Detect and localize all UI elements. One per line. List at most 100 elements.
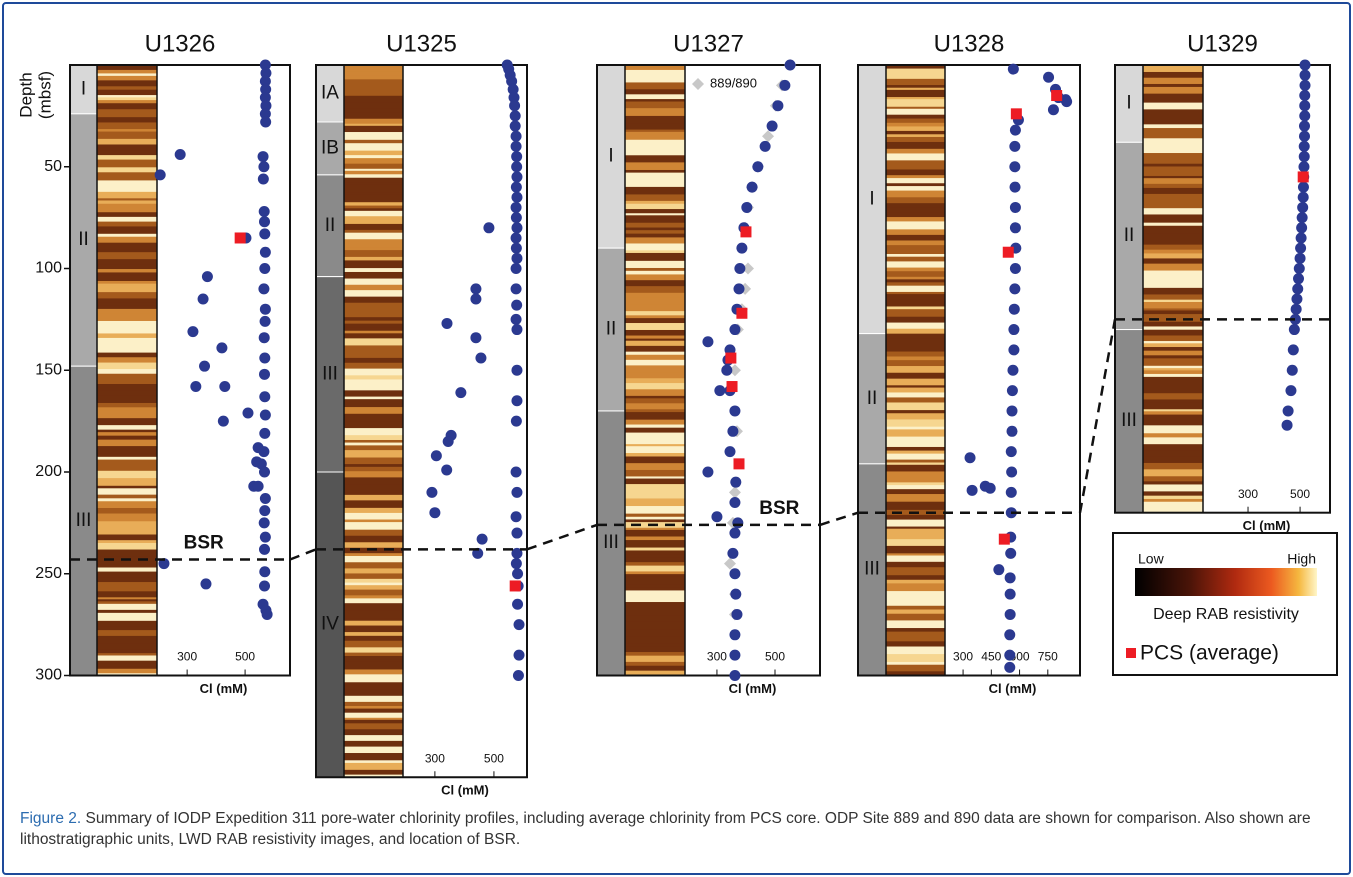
resistivity-band — [97, 436, 157, 440]
resistivity-band — [886, 309, 945, 317]
resistivity-band — [1143, 284, 1203, 288]
resistivity-band — [886, 437, 945, 443]
resistivity-band — [1143, 343, 1203, 347]
resistivity-band — [886, 323, 945, 330]
cl-point — [772, 100, 783, 111]
resistivity-band — [625, 420, 685, 425]
resistivity-band — [886, 392, 945, 397]
resistivity-band — [625, 209, 685, 214]
resistivity-band — [625, 562, 685, 566]
resistivity-band — [97, 338, 157, 345]
cl-point — [511, 141, 522, 152]
cl-point — [1285, 385, 1296, 396]
caption-text: Summary of IODP Expedition 311 pore-wate… — [20, 810, 1311, 848]
resistivity-band — [97, 150, 157, 155]
resistivity-band — [1143, 178, 1203, 184]
resistivity-band — [97, 550, 157, 558]
resistivity-band — [625, 588, 685, 591]
resistivity-band — [625, 365, 685, 372]
x-tick-label: 500 — [765, 650, 785, 664]
plot-area — [1203, 65, 1330, 513]
resistivity-band — [625, 253, 685, 261]
resistivity-band — [625, 82, 685, 89]
resistivity-band — [1143, 253, 1203, 258]
cl-point — [443, 436, 454, 447]
resistivity-band — [344, 250, 403, 257]
resistivity-band — [625, 378, 685, 383]
resistivity-band — [886, 360, 945, 364]
resistivity-band — [1143, 399, 1203, 403]
litho-unit-label: I — [1126, 93, 1131, 114]
cl-point — [260, 247, 271, 258]
resistivity-band — [1143, 469, 1203, 476]
resistivity-band — [625, 280, 685, 286]
resistivity-band — [886, 178, 945, 184]
resistivity-band — [625, 557, 685, 563]
resistivity-band — [886, 334, 945, 339]
cl-point — [1008, 344, 1019, 355]
resistivity-band — [97, 132, 157, 140]
resistivity-band — [886, 388, 945, 393]
cl-point — [1298, 192, 1309, 203]
x-tick-label: 500 — [484, 751, 504, 765]
x-tick-label: 300 — [425, 751, 445, 765]
resistivity-band — [1143, 380, 1203, 386]
resistivity-band — [625, 223, 685, 228]
resistivity-band — [344, 126, 403, 133]
resistivity-band — [97, 466, 157, 471]
resistivity-band — [97, 663, 157, 666]
y-axis-label: Depth — [16, 72, 35, 117]
resistivity-band — [625, 590, 685, 594]
resistivity-band — [625, 183, 685, 187]
resistivity-band — [886, 478, 945, 483]
resistivity-band — [625, 179, 685, 184]
resistivity-band — [97, 582, 157, 586]
cl-point — [734, 263, 745, 274]
resistivity-band — [1143, 415, 1203, 423]
cl-point — [259, 517, 270, 528]
resistivity-band — [886, 591, 945, 599]
resistivity-band — [886, 99, 945, 107]
resistivity-band — [625, 355, 685, 361]
cl-point — [253, 481, 264, 492]
cl-point — [1296, 232, 1307, 243]
resistivity-band — [344, 621, 403, 626]
resistivity-band — [886, 502, 945, 505]
resistivity-band — [97, 528, 157, 535]
resistivity-band — [886, 186, 945, 191]
resistivity-band — [625, 94, 685, 99]
resistivity-band — [625, 630, 685, 638]
resistivity-band — [1143, 143, 1203, 148]
resistivity-band — [625, 75, 685, 83]
resistivity-band — [97, 275, 157, 281]
resistivity-band — [886, 245, 945, 251]
resistivity-band — [97, 498, 157, 501]
cl-point — [259, 505, 270, 516]
resistivity-band — [97, 514, 157, 522]
resistivity-band — [344, 171, 403, 175]
resistivity-band — [97, 324, 157, 329]
resistivity-band — [97, 86, 157, 90]
resistivity-band — [344, 96, 403, 103]
pcs-point — [1011, 108, 1022, 119]
resistivity-band — [886, 494, 945, 502]
resistivity-band — [625, 643, 685, 647]
resistivity-band — [625, 412, 685, 420]
resistivity-band — [886, 69, 945, 76]
cl-point — [767, 121, 778, 132]
resistivity-band — [344, 477, 403, 485]
resistivity-band — [886, 575, 945, 580]
resistivity-band — [344, 585, 403, 590]
resistivity-band — [344, 595, 403, 599]
resistivity-band — [886, 217, 945, 222]
cl-point — [242, 407, 253, 418]
cl-point — [511, 365, 522, 376]
cl-point — [711, 511, 722, 522]
resistivity-band — [886, 402, 945, 410]
resistivity-band — [625, 173, 685, 180]
resistivity-band — [344, 674, 403, 682]
resistivity-band — [886, 413, 945, 420]
cl-point — [511, 324, 522, 335]
resistivity-band — [625, 662, 685, 666]
cl-point — [729, 528, 740, 539]
